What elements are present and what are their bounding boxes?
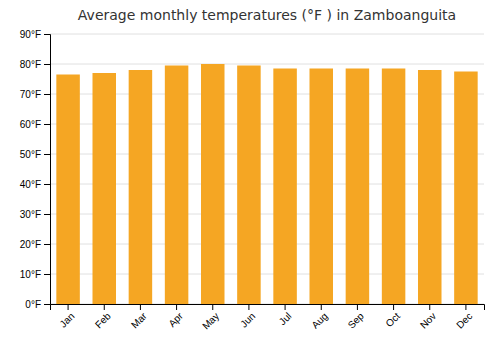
tick: 40°F bbox=[20, 179, 50, 190]
tick: May bbox=[200, 304, 221, 332]
tick-mark bbox=[357, 304, 358, 310]
tick: 10°F bbox=[20, 269, 50, 280]
tick-mark bbox=[248, 304, 249, 310]
plot: 0°F 10°F 20°F 30°F 40°F 50°F 60°F 70°F 80°F 90°F J… bbox=[20, 29, 485, 332]
tick-mark bbox=[44, 304, 50, 305]
bar bbox=[201, 64, 225, 304]
tick: 60°F bbox=[20, 119, 50, 130]
tick: Aug bbox=[309, 304, 329, 331]
tick: 30°F bbox=[20, 209, 50, 220]
tick: Jul bbox=[277, 304, 294, 327]
tick-label: Sep bbox=[346, 310, 367, 331]
tick-mark bbox=[429, 304, 430, 310]
tick-label: Jun bbox=[238, 310, 257, 329]
tick-label: 20°F bbox=[20, 239, 41, 250]
tick-label: Jan bbox=[57, 310, 76, 329]
bar bbox=[309, 69, 333, 305]
tick-label: 80°F bbox=[20, 59, 41, 70]
tick-mark bbox=[321, 304, 322, 310]
tick-label: 70°F bbox=[20, 89, 41, 100]
tick-mark bbox=[44, 274, 50, 275]
tick-label: Mar bbox=[129, 310, 149, 330]
tick: Dec bbox=[454, 304, 474, 331]
tick: Mar bbox=[129, 304, 149, 330]
tick: Jun bbox=[238, 304, 257, 330]
tick: Jan bbox=[57, 304, 76, 330]
tick-label: Oct bbox=[383, 310, 402, 329]
tick: 90°F bbox=[20, 29, 50, 40]
tick-label: 30°F bbox=[20, 209, 41, 220]
tick-label: 60°F bbox=[20, 119, 41, 130]
tick-label: Nov bbox=[418, 310, 438, 330]
tick-label: 50°F bbox=[20, 149, 41, 160]
tick-mark bbox=[44, 34, 50, 35]
tick-label: Aug bbox=[309, 310, 329, 330]
grid-line bbox=[50, 34, 484, 35]
y-axis: 0°F 10°F 20°F 30°F 40°F 50°F 60°F 70°F 80°F 90°F bbox=[20, 29, 51, 310]
bar bbox=[273, 69, 297, 305]
tick-mark bbox=[176, 304, 177, 310]
tick: 0°F bbox=[25, 299, 50, 310]
tick-mark bbox=[44, 154, 50, 155]
tick-mark bbox=[68, 304, 69, 310]
tick: 20°F bbox=[20, 239, 50, 250]
tick-mark bbox=[212, 304, 213, 310]
tick-label: Apr bbox=[166, 310, 185, 329]
title: Average monthly temperatures (°F ) in Za… bbox=[78, 7, 456, 23]
x-axis: Jan Feb Mar Apr May Jun Jul Aug Sep Oct Nov Dec bbox=[51, 304, 485, 332]
tick: Feb bbox=[93, 304, 113, 330]
bar bbox=[237, 66, 261, 305]
bar bbox=[92, 73, 116, 304]
bar bbox=[129, 70, 153, 304]
axis-line bbox=[44, 35, 51, 305]
tick: Sep bbox=[346, 304, 367, 331]
bar bbox=[165, 66, 189, 305]
tick-label: Jul bbox=[277, 310, 294, 327]
tick-mark bbox=[140, 304, 141, 310]
bar bbox=[346, 69, 370, 305]
tick-mark bbox=[285, 304, 286, 310]
bar bbox=[418, 70, 442, 304]
tick-label: 90°F bbox=[20, 29, 41, 40]
tick-label: Feb bbox=[93, 310, 113, 330]
bars bbox=[56, 64, 477, 304]
bar bbox=[454, 72, 478, 305]
tick: Oct bbox=[383, 304, 402, 329]
tick-mark bbox=[44, 94, 50, 95]
tick-mark bbox=[44, 214, 50, 215]
grid bbox=[50, 34, 484, 304]
tick-label: 40°F bbox=[20, 179, 41, 190]
axis-line bbox=[51, 305, 485, 311]
tick: 70°F bbox=[20, 89, 50, 100]
tick-mark bbox=[104, 304, 105, 310]
tick-mark bbox=[44, 64, 50, 65]
tick-label: 0°F bbox=[25, 299, 41, 310]
tick-mark bbox=[44, 184, 50, 185]
tick-mark bbox=[465, 304, 466, 310]
tick: Apr bbox=[166, 304, 185, 329]
bar bbox=[56, 75, 80, 305]
tick-mark bbox=[44, 244, 50, 245]
tick-mark bbox=[393, 304, 394, 310]
tick-label: Dec bbox=[454, 310, 474, 330]
tick: 80°F bbox=[20, 59, 50, 70]
tick: 50°F bbox=[20, 149, 50, 160]
tick: Nov bbox=[418, 304, 438, 331]
chart: 0°F 10°F 20°F 30°F 40°F 50°F 60°F 70°F 80°F 90°F J… bbox=[0, 0, 500, 350]
bar bbox=[382, 69, 406, 305]
grid-line bbox=[50, 64, 484, 65]
tick-label: May bbox=[200, 310, 221, 331]
tick-mark bbox=[44, 124, 50, 125]
tick-label: 10°F bbox=[20, 269, 41, 280]
